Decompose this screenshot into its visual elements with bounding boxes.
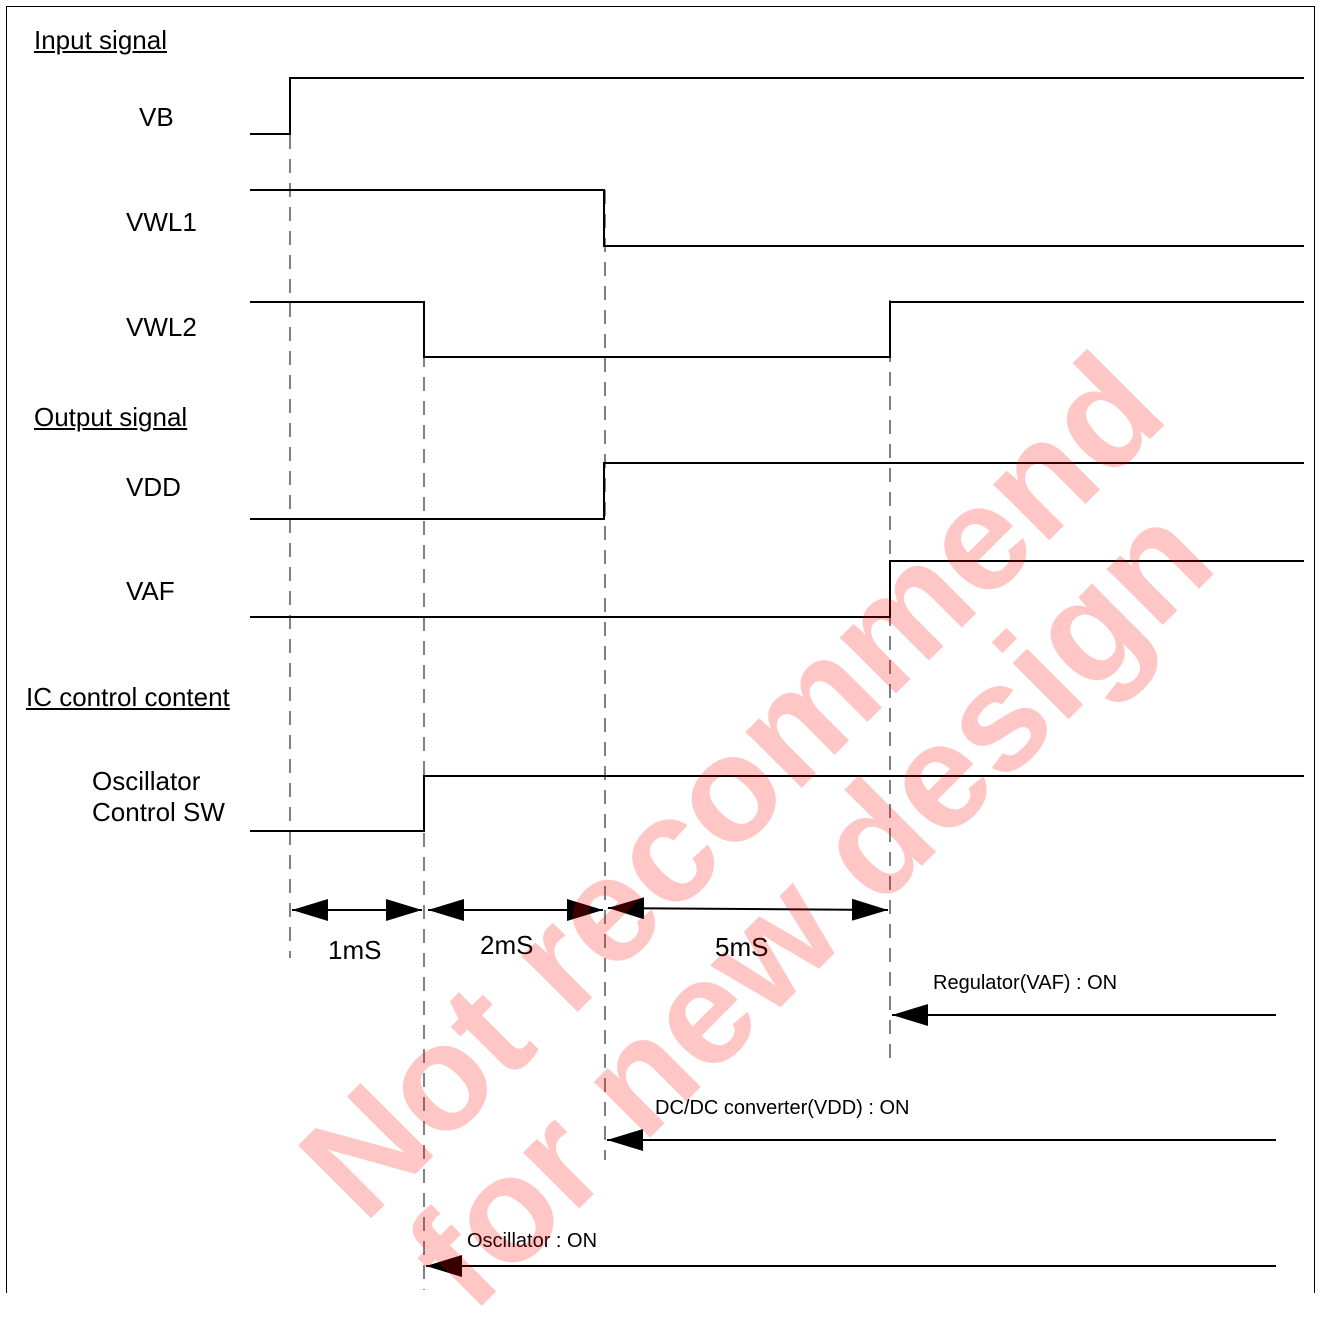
waveform-vwl2 xyxy=(250,301,1304,358)
section-ic-control: IC control content xyxy=(26,682,230,712)
waveform-vaf xyxy=(250,560,1304,618)
interval-label-2ms: 2mS xyxy=(480,930,534,960)
waveform-oscillator-sw xyxy=(250,775,1304,832)
label-vdd: VDD xyxy=(126,472,181,502)
label-vwl1: VWL1 xyxy=(126,207,197,237)
label-vaf: VAF xyxy=(126,576,175,606)
timing-diagram: Input signal Output signal IC control co… xyxy=(6,6,1315,1339)
section-output-signal: Output signal xyxy=(34,402,188,432)
label-vwl2: VWL2 xyxy=(126,312,197,342)
label-control-sw: Control SW xyxy=(92,797,225,827)
event-label-dcdc: DC/DC converter(VDD) : ON xyxy=(655,1097,910,1119)
interval-label-5ms: 5mS xyxy=(715,932,769,962)
interval-label-1ms: 1mS xyxy=(328,935,382,965)
waveform-vdd xyxy=(250,462,1304,520)
diagram-frame xyxy=(6,6,1315,1293)
label-vb: VB xyxy=(139,102,174,132)
event-label-oscillator: Oscillator : ON xyxy=(467,1230,598,1252)
timing-lines xyxy=(250,77,1304,1290)
event-label-regulator: Regulator(VAF) : ON xyxy=(933,972,1118,994)
label-oscillator: Oscillator xyxy=(92,766,201,796)
waveform-vwl1 xyxy=(250,189,1304,247)
interval-arrow-5ms xyxy=(607,897,889,921)
waveform-vb xyxy=(250,77,1304,135)
section-input-signal: Input signal xyxy=(34,25,167,55)
